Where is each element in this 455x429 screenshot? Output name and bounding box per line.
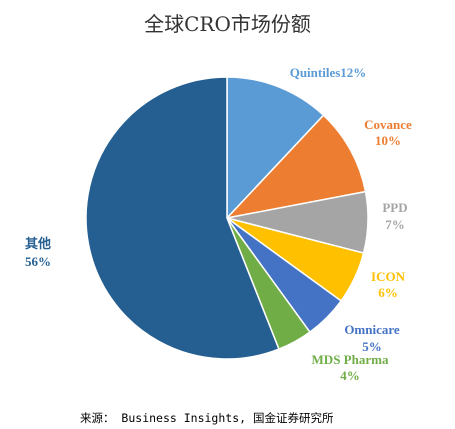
slice-label-name: PPD	[382, 200, 407, 215]
slice-label-name: Omnicare	[344, 322, 400, 337]
chart-title: 全球CRO市场份额	[144, 12, 311, 36]
slice-label-mds-pharma: MDS Pharma 4%	[312, 352, 389, 383]
source-note: 来源： Business Insights, 国金证券研究所	[80, 411, 334, 425]
svg-text:Quintiles12%: Quintiles12%	[290, 65, 367, 80]
slice-label-other: 其他 56%	[25, 236, 51, 269]
slice-label-value: 5%	[362, 339, 382, 354]
slice-label-omnicare: Omnicare 5%	[344, 322, 400, 354]
pie-slice-Covance	[224, 114, 367, 220]
slice-label-name: MDS Pharma	[312, 352, 389, 367]
slice-label-ppd: PPD 7%	[382, 200, 407, 232]
slice-label-name: 其他	[25, 236, 51, 251]
slice-label-quintiles: Quintiles12%	[290, 65, 367, 80]
slice-label-icon: ICON 6%	[371, 269, 406, 300]
slice-label-name: ICON	[371, 269, 406, 284]
pie-chart: Quintiles12% Covance 10% PPD 7% ICON 6% …	[25, 65, 412, 383]
slice-label-name: Covance	[364, 117, 412, 132]
pie-slice-Quintiles	[226, 76, 325, 220]
slice-label-value: 12%	[340, 65, 366, 80]
pie-slices	[85, 76, 369, 360]
pie-slice-其他	[85, 76, 280, 360]
slice-label-covance: Covance 10%	[364, 117, 412, 148]
slice-label-value: 4%	[340, 368, 360, 383]
slice-label-value: 7%	[385, 217, 405, 232]
slice-label-value: 10%	[375, 133, 401, 148]
slice-label-value: 6%	[378, 285, 398, 300]
slice-label-value: 56%	[25, 254, 51, 269]
slice-label-name: Quintiles	[290, 65, 341, 80]
